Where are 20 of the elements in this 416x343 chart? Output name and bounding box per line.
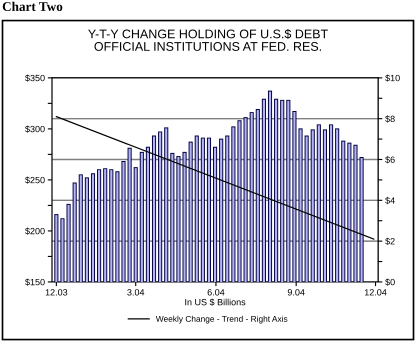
legend-label: Weekly Change - Trend - Right Axis — [156, 316, 288, 324]
y-tick-label: $200 — [25, 228, 45, 235]
y-tick-label: $300 — [25, 125, 45, 133]
y2-tick-label: $0 — [385, 278, 395, 286]
x-tick-label: 12.04 — [364, 289, 387, 296]
x-tick-label: 3.04 — [127, 289, 144, 296]
x-tick-label: 9.04 — [288, 289, 305, 296]
chart-title: Y-T-Y CHANGE HOLDING OF U.S.$ DEBT OFFICIAL INSTITUTIONS AT FED. RES. — [88, 28, 328, 51]
y2-tick-label: $4 — [385, 196, 395, 204]
y2-tick-label: $6 — [385, 156, 395, 164]
y-tick-label: $150 — [25, 278, 45, 286]
x-tick-label: 12.03 — [46, 289, 68, 296]
y2-tick-label: $8 — [385, 115, 395, 123]
x-tick-label: 6.04 — [208, 289, 224, 296]
y-tick-label: $250 — [25, 176, 45, 184]
y2-tick-label: $2 — [385, 238, 395, 246]
x-axis-title: In US $ Billions — [185, 298, 246, 306]
y-tick-label: $350 — [25, 74, 45, 82]
text: Chart Two — [2, 2, 62, 11]
y2-tick-label: $10 — [385, 74, 400, 82]
